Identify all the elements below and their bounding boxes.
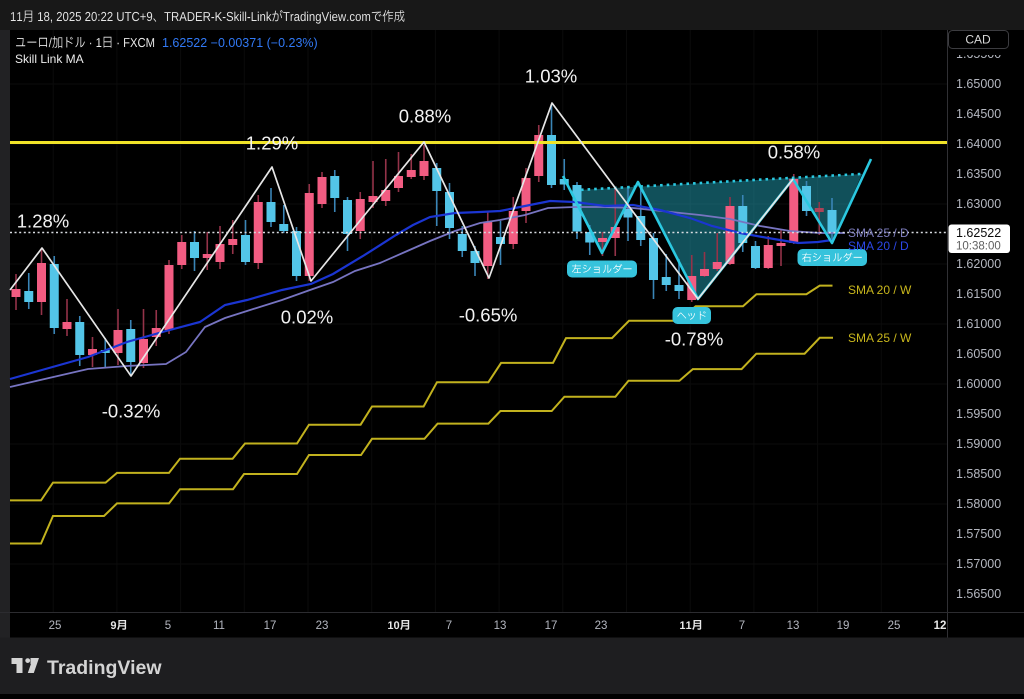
svg-text:1.57000: 1.57000 bbox=[956, 557, 1001, 571]
svg-text:SMA 20 / W: SMA 20 / W bbox=[848, 283, 912, 297]
svg-text:1.59500: 1.59500 bbox=[956, 407, 1001, 421]
svg-text:1.56500: 1.56500 bbox=[956, 587, 1001, 601]
svg-text:SMA 25 / W: SMA 25 / W bbox=[848, 331, 912, 345]
svg-text:1.63000: 1.63000 bbox=[956, 197, 1001, 211]
svg-text:5: 5 bbox=[165, 620, 171, 632]
svg-text:1.58000: 1.58000 bbox=[956, 497, 1001, 511]
svg-text:1.63500: 1.63500 bbox=[956, 167, 1001, 181]
svg-text:17: 17 bbox=[545, 620, 558, 632]
svg-text:1.62522: 1.62522 bbox=[956, 226, 1001, 240]
svg-text:13: 13 bbox=[494, 620, 507, 632]
svg-text:1.60000: 1.60000 bbox=[956, 377, 1001, 391]
svg-text:1.61500: 1.61500 bbox=[956, 287, 1001, 301]
svg-text:25: 25 bbox=[49, 620, 62, 632]
svg-text:1.03%: 1.03% bbox=[525, 66, 577, 87]
svg-text:SMA 20 / D: SMA 20 / D bbox=[848, 239, 909, 253]
svg-text:1.28%: 1.28% bbox=[17, 211, 69, 232]
svg-text:1.60500: 1.60500 bbox=[956, 347, 1001, 361]
svg-text:1.64000: 1.64000 bbox=[956, 137, 1001, 151]
svg-text:23: 23 bbox=[316, 620, 329, 632]
svg-text:7: 7 bbox=[739, 620, 745, 632]
svg-text:-0.78%: -0.78% bbox=[665, 329, 724, 350]
svg-text:1.61000: 1.61000 bbox=[956, 317, 1001, 331]
svg-text:-0.32%: -0.32% bbox=[102, 401, 161, 422]
svg-text:1.62000: 1.62000 bbox=[956, 257, 1001, 271]
svg-text:19: 19 bbox=[837, 620, 850, 632]
svg-text:11: 11 bbox=[213, 620, 225, 632]
svg-text:13: 13 bbox=[787, 620, 800, 632]
svg-text:10:38:00: 10:38:00 bbox=[956, 241, 1001, 253]
svg-text:23: 23 bbox=[595, 620, 608, 632]
svg-text:25: 25 bbox=[888, 620, 901, 632]
svg-text:0.58%: 0.58% bbox=[768, 142, 820, 163]
svg-text:Skill Link MA: Skill Link MA bbox=[15, 52, 84, 66]
svg-text:0.88%: 0.88% bbox=[399, 106, 451, 127]
svg-text:CAD: CAD bbox=[965, 33, 991, 47]
svg-text:-0.65%: -0.65% bbox=[459, 305, 518, 326]
svg-text:1.62522 −0.00371 (−0.23%): 1.62522 −0.00371 (−0.23%) bbox=[162, 36, 318, 50]
svg-text:17: 17 bbox=[264, 620, 277, 632]
svg-text:1.29%: 1.29% bbox=[246, 133, 298, 154]
svg-text:TradingView: TradingView bbox=[47, 657, 162, 679]
svg-text:1.64500: 1.64500 bbox=[956, 107, 1001, 121]
svg-text:1.58500: 1.58500 bbox=[956, 467, 1001, 481]
svg-text:7: 7 bbox=[446, 620, 452, 632]
svg-text:1.57500: 1.57500 bbox=[956, 527, 1001, 541]
svg-text:0.02%: 0.02% bbox=[281, 307, 333, 328]
svg-text:12: 12 bbox=[934, 620, 947, 632]
svg-text:SMA 25 / D: SMA 25 / D bbox=[848, 226, 909, 240]
svg-text:1.59000: 1.59000 bbox=[956, 437, 1001, 451]
svg-text:1.65000: 1.65000 bbox=[956, 77, 1001, 91]
